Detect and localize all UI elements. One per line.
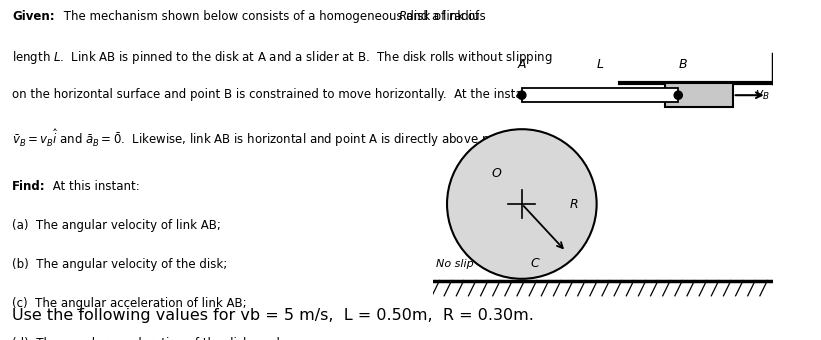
Bar [665,83,732,107]
Text: length $L$.  Link AB is pinned to the disk at A and a slider at B.  The disk rol: length $L$. Link AB is pinned to the dis… [12,49,553,66]
Text: The mechanism shown below consists of a homogeneous disk of radius: The mechanism shown below consists of a … [59,10,485,23]
Text: on the horizontal surface and point B is constrained to move horizontally.  At t: on the horizontal surface and point B is… [12,88,580,101]
Text: No slip: No slip [437,259,475,269]
Bar [522,88,678,102]
Text: $L$: $L$ [596,58,604,71]
Circle shape [447,129,597,279]
Text: (b)  The angular velocity of the disk;: (b) The angular velocity of the disk; [12,258,227,271]
Text: $A$: $A$ [516,58,527,71]
Circle shape [518,91,526,99]
Text: and a link of: and a link of [406,10,479,23]
Text: $C$: $C$ [530,257,541,270]
Text: Find:: Find: [12,180,46,193]
Circle shape [674,91,682,99]
Text: (d)  The angular acceleration of the disk; and: (d) The angular acceleration of the disk… [12,337,280,340]
Text: $B$: $B$ [678,58,688,71]
Text: $R$: $R$ [398,10,407,23]
Text: At this instant:: At this instant: [49,180,140,193]
Text: Use the following values for vb = 5 m/s,  L = 0.50m,  R = 0.30m.: Use the following values for vb = 5 m/s,… [12,308,534,323]
Text: (a)  The angular velocity of link AB;: (a) The angular velocity of link AB; [12,219,221,232]
Text: Given:: Given: [12,10,55,23]
Text: $v_B$: $v_B$ [755,89,770,102]
Text: $O$: $O$ [491,167,502,180]
Text: $\bar{v}_B = v_B\hat{i}$ and $\bar{a}_B = \bar{0}$.  Likewise, link AB is horizo: $\bar{v}_B = v_B\hat{i}$ and $\bar{a}_B … [12,128,528,150]
Text: $R$: $R$ [570,198,579,210]
Text: (c)  The angular acceleration of link AB;: (c) The angular acceleration of link AB; [12,298,247,310]
